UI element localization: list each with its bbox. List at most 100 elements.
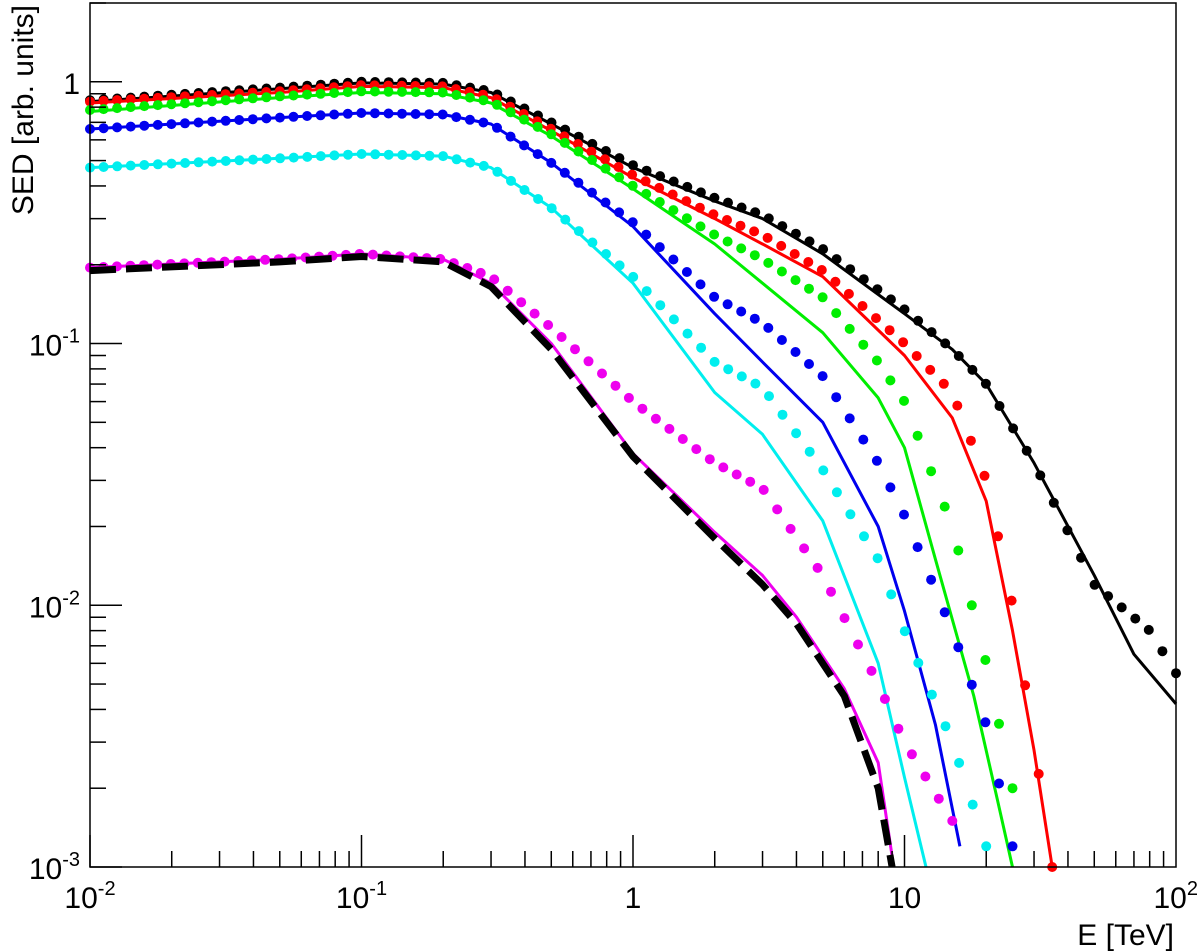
series-4-point [614,260,625,271]
series-0-point [899,304,910,315]
series-2-point [329,88,340,98]
series-4-point [275,153,286,164]
series-2-point [559,137,570,148]
series-1-point [1033,768,1044,779]
series-3-point [125,121,136,132]
series-5-point [475,267,486,278]
series-2-point [1007,783,1018,794]
series-5-point [785,523,796,534]
series-2-point [139,101,150,112]
series-2-point [939,501,950,512]
series-2-point [871,355,882,366]
series-2-point [397,86,407,97]
series-5-point [758,484,769,495]
series-4-point [98,162,109,172]
series-0-point [1076,552,1086,563]
series-2-point [627,180,638,191]
series-2-point [858,339,869,350]
series-1-point [884,325,895,336]
series-5-point [718,462,729,473]
series-1-point [166,92,177,103]
series-3-point [641,229,652,240]
series-0-point [614,153,625,164]
series-4-point [954,757,965,768]
series-3-point [966,679,977,690]
series-0-point [600,146,611,156]
series-2-point [573,146,584,157]
series-3-point [112,122,123,133]
series-0-point [1035,470,1046,481]
series-3-point [329,109,340,120]
series-4-point [777,409,788,420]
series-5-point [556,332,567,342]
series-5-point [502,285,513,296]
series-layer [85,76,1181,872]
series-0-point [1103,591,1114,602]
series-1-point [152,92,163,103]
series-0-point [1008,423,1019,434]
axis-ticks [89,2,1165,868]
series-5-point [812,562,823,573]
series-4-point [723,364,734,375]
series-3-point [587,187,597,198]
series-3-point [831,392,842,403]
series-5-point [933,793,944,804]
series-4-point [696,342,707,353]
series-5-point [529,308,540,319]
series-3-point [180,118,190,129]
series-3-point [790,347,801,357]
series-2-point [315,88,326,99]
series-4-point [288,152,299,163]
series-3-point [736,306,747,317]
series-3-point [492,122,502,133]
series-2 [85,86,1018,868]
series-1-point [762,232,773,243]
series-0-point [655,171,666,182]
series-0-point [1089,579,1100,590]
series-2-point [641,188,652,199]
series-4-point [519,185,530,195]
series-4-point [166,158,177,169]
series-5-point [650,413,661,424]
series-3-point [152,119,163,130]
series-4-point [886,589,897,600]
series-4-point [981,841,992,852]
series-3-point [1007,841,1018,852]
series-5-point [731,469,742,480]
series-3-point [315,110,326,121]
series-3-point [600,197,611,208]
series-3-point [546,157,557,168]
series-0-point [709,192,720,203]
series-4-point [234,155,245,166]
series-0-point [926,327,937,338]
series-4-point [410,150,421,161]
series-3-point [532,149,543,160]
series-2-point [383,86,394,97]
series-0-point [695,187,706,198]
series-1-point [735,220,746,231]
series-0-point [668,176,679,187]
series-2-point [695,221,706,232]
series-5-point [597,368,607,379]
series-3-point [804,359,814,369]
series-0-point [1143,624,1154,635]
series-0-point [980,378,991,389]
series-2-point [831,308,842,319]
series-3-point [654,242,665,253]
series-2-point [247,93,258,104]
series-4-point [424,150,435,161]
series-3-point [397,108,407,119]
series-1-point [911,351,922,361]
series-1-point [722,215,732,225]
series-1-point [803,257,814,267]
series-4-point [655,300,666,311]
series-5-point [367,249,378,260]
series-0-point [628,160,638,171]
series-5-point [839,613,850,624]
series-1-point [708,209,719,220]
series-5-point [745,476,756,487]
series-0-point [790,228,801,239]
series-4-point [248,154,258,165]
series-4-point [926,689,937,700]
